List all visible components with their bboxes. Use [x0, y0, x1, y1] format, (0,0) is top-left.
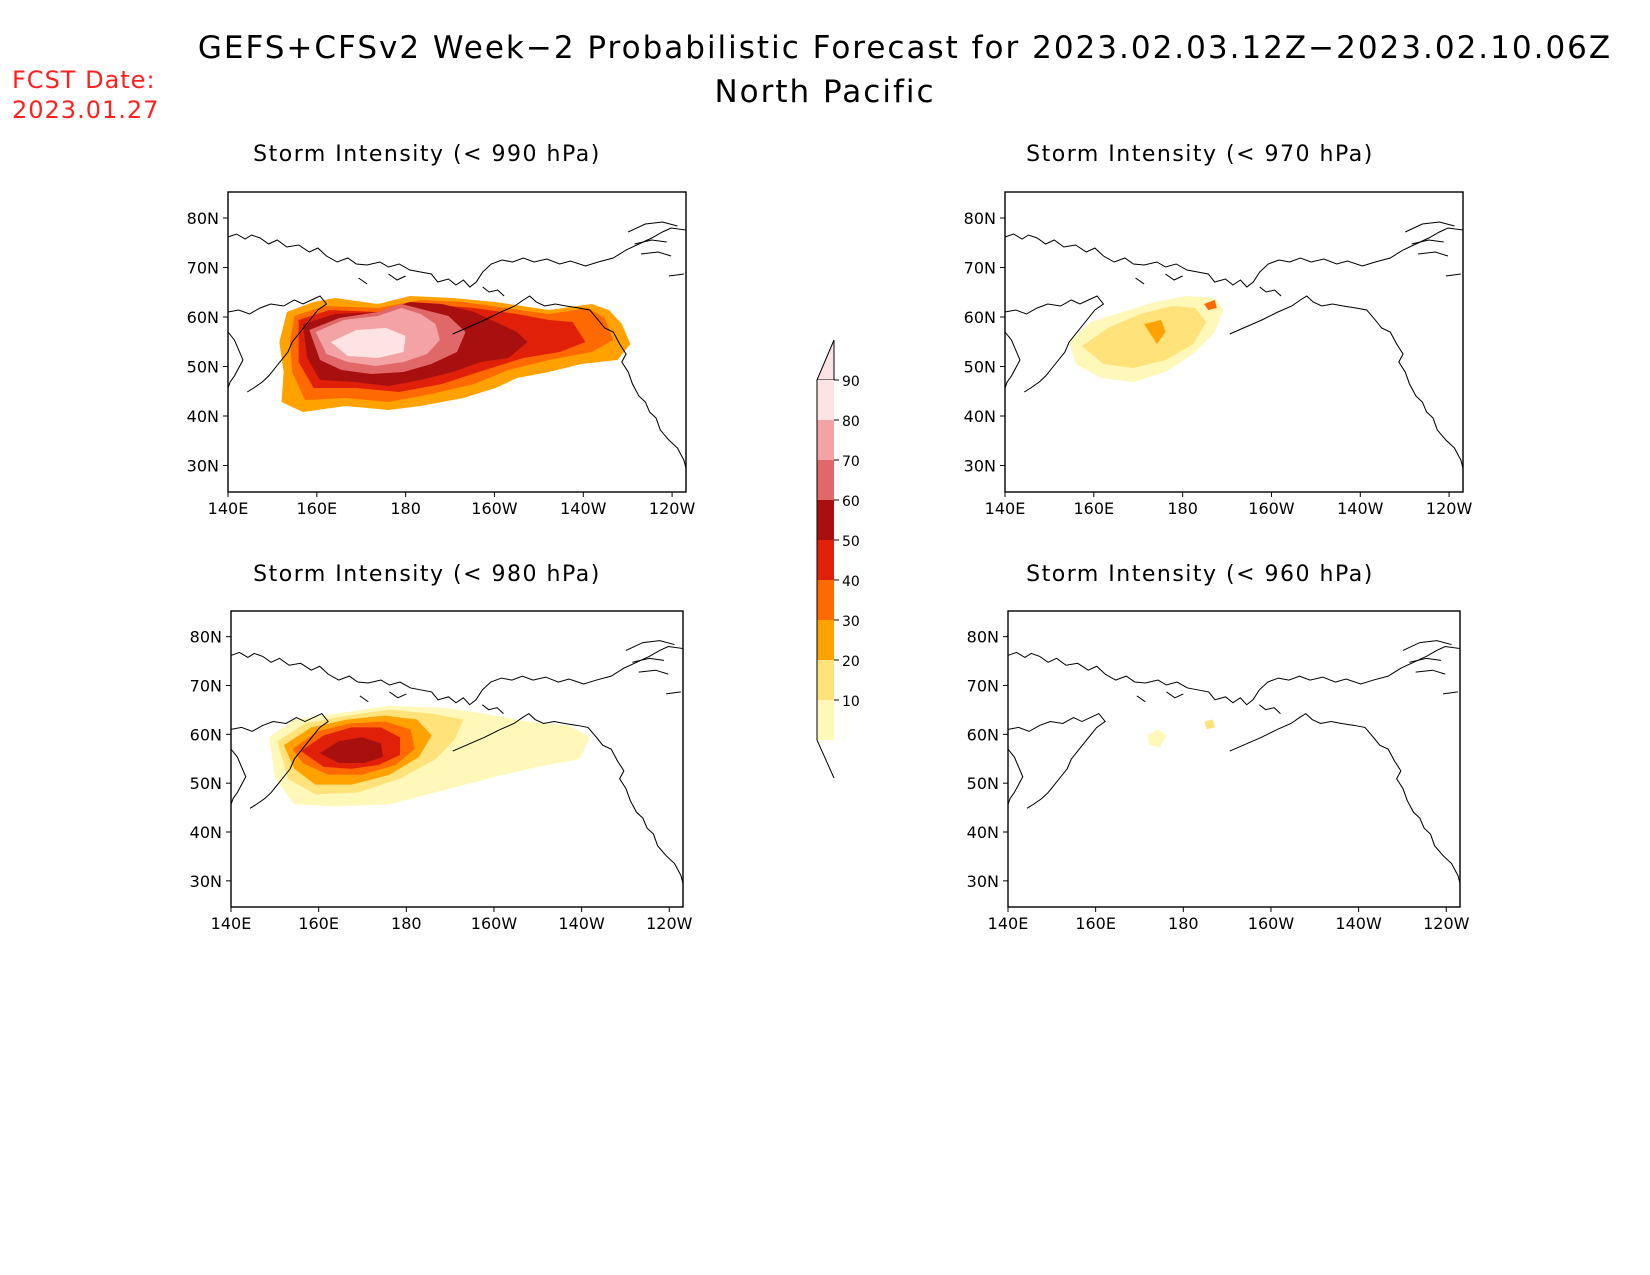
probability-area-20: [1204, 719, 1215, 730]
lat-tick-label: 60N: [187, 308, 219, 327]
lat-tick-label: 30N: [964, 457, 996, 476]
lat-tick-label: 30N: [187, 457, 219, 476]
color-bar-top-triangle: [816, 339, 835, 381]
panel-title-970: Storm Intensity (< 970 hPa): [1026, 142, 1374, 167]
lon-tick-label: 120W: [1423, 914, 1470, 933]
lon-tick-label: 120W: [1426, 499, 1473, 518]
panel-title-990: Storm Intensity (< 990 hPa): [253, 142, 601, 167]
lon-tick-label: 120W: [649, 499, 696, 518]
lat-tick-label: 50N: [187, 358, 219, 377]
lat-tick-label: 30N: [967, 872, 999, 891]
color-bar-segment: [817, 420, 834, 460]
probability-area-40: [1204, 300, 1217, 310]
fcst-date-label: FCST Date:: [12, 66, 156, 94]
lon-tick-label: 140W: [1337, 499, 1384, 518]
lon-tick-label: 140E: [208, 499, 249, 518]
lat-tick-label: 70N: [187, 259, 219, 278]
lat-tick-label: 80N: [190, 628, 222, 647]
lat-tick-label: 50N: [967, 774, 999, 793]
map-panel-990: 80N 70N 60N 50N 40N 30N 140E 160E 180 160W 140W 120…: [187, 191, 696, 518]
lon-tick-label: 160W: [471, 914, 518, 933]
lon-tick-label: 160W: [1248, 914, 1295, 933]
map-panel-960: 80N 70N 60N 50N 40N 30N 140E 160E 180 160W 140W 120…: [967, 610, 1470, 933]
probability-area-20: [1082, 306, 1207, 368]
lat-tick-label: 40N: [187, 407, 219, 426]
lon-tick-label: 160W: [471, 499, 518, 518]
fcst-date-value: 2023.01.27: [12, 96, 160, 124]
map-frame: [227, 191, 687, 493]
map-frame: [1004, 191, 1464, 493]
map-panel-980: 80N 70N 60N 50N 40N 30N 140E 160E 180 160W 140W 120…: [190, 610, 693, 933]
lon-tick-label: 160E: [298, 914, 339, 933]
color-bar-segment: [817, 580, 834, 620]
lat-tick-label: 70N: [190, 676, 222, 695]
color-bar-label: 30: [842, 614, 860, 630]
color-bar-label: 70: [842, 454, 860, 470]
lon-tick-label: 140E: [211, 914, 252, 933]
color-bar: 90 80 70 60 50 40 30 20 10: [816, 339, 860, 779]
coastline: [1007, 640, 1461, 908]
lon-tick-label: 140W: [560, 499, 607, 518]
lat-tick-label: 60N: [964, 308, 996, 327]
map-frame: [1007, 610, 1461, 908]
lat-tick-label: 60N: [190, 725, 222, 744]
lon-tick-label: 160E: [1075, 914, 1116, 933]
probability-area-60: [319, 737, 384, 763]
lat-tick-label: 40N: [967, 823, 999, 842]
lat-tick-label: 60N: [967, 725, 999, 744]
lon-tick-label: 180: [390, 499, 421, 518]
color-bar-label: 80: [842, 414, 860, 430]
probability-area-10: [1147, 729, 1167, 748]
color-bar-bottom-edge: [816, 739, 835, 779]
probability-area-30: [1144, 320, 1166, 344]
lon-tick-label: 120W: [646, 914, 693, 933]
lon-tick-label: 140E: [988, 914, 1029, 933]
lon-tick-label: 180: [1168, 914, 1199, 933]
lon-tick-label: 160E: [296, 499, 337, 518]
lon-tick-label: 160E: [1073, 499, 1114, 518]
color-bar-label: 90: [842, 374, 860, 390]
color-bar-label: 40: [842, 574, 860, 590]
panel-title-980: Storm Intensity (< 980 hPa): [253, 562, 601, 587]
lat-tick-label: 70N: [967, 676, 999, 695]
color-bar-label: 10: [842, 694, 860, 710]
map-frame: [230, 610, 684, 908]
color-bar-label: 50: [842, 534, 860, 550]
lat-tick-label: 50N: [190, 774, 222, 793]
main-title: GEFS+CFSv2 Week−2 Probabilistic Forecast…: [197, 30, 1613, 66]
lon-tick-label: 160W: [1248, 499, 1295, 518]
lat-tick-label: 80N: [187, 209, 219, 228]
probability-area-90: [330, 328, 406, 358]
lat-tick-label: 40N: [190, 823, 222, 842]
color-bar-segment: [817, 380, 834, 420]
color-bar-segment: [817, 660, 834, 700]
lon-tick-label: 180: [1167, 499, 1198, 518]
color-bar-segment: [817, 500, 834, 540]
sub-title: North Pacific: [714, 74, 936, 110]
lat-tick-label: 30N: [190, 872, 222, 891]
lat-tick-label: 50N: [964, 358, 996, 377]
lon-tick-label: 140W: [1335, 914, 1382, 933]
panel-title-960: Storm Intensity (< 960 hPa): [1026, 562, 1374, 587]
lat-tick-label: 40N: [964, 407, 996, 426]
color-bar-segment: [817, 620, 834, 660]
lat-tick-label: 70N: [964, 259, 996, 278]
color-bar-label: 20: [842, 654, 860, 670]
lon-tick-label: 140E: [985, 499, 1026, 518]
map-panel-970: 80N 70N 60N 50N 40N 30N 140E 160E 180 160W 140W 120…: [964, 191, 1473, 518]
lat-tick-label: 80N: [967, 628, 999, 647]
lon-tick-label: 140W: [558, 914, 605, 933]
color-bar-label: 60: [842, 494, 860, 510]
color-bar-segment: [817, 460, 834, 500]
color-bar-segment: [817, 540, 834, 580]
color-bar-segment: [817, 700, 834, 740]
lon-tick-label: 180: [391, 914, 422, 933]
lat-tick-label: 80N: [964, 209, 996, 228]
